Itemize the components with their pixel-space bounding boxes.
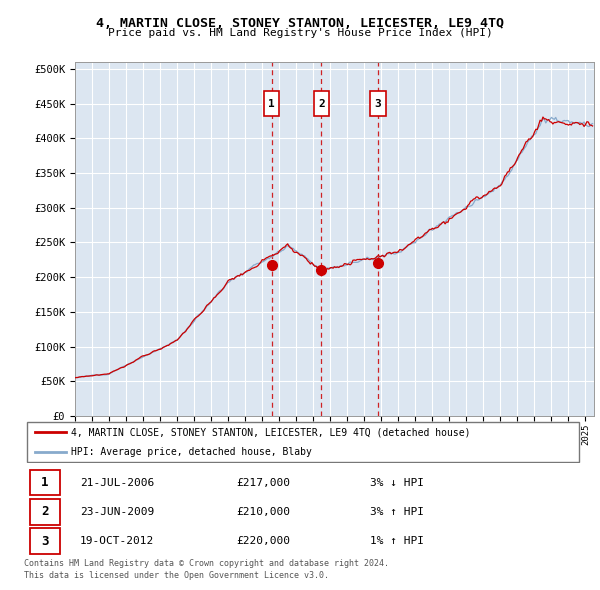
Text: 23-JUN-2009: 23-JUN-2009 [80, 507, 154, 517]
FancyBboxPatch shape [29, 528, 60, 554]
FancyBboxPatch shape [29, 499, 60, 525]
Text: 3% ↑ HPI: 3% ↑ HPI [370, 507, 424, 517]
Text: 3: 3 [374, 99, 381, 109]
Text: 3% ↓ HPI: 3% ↓ HPI [370, 477, 424, 487]
FancyBboxPatch shape [370, 91, 386, 116]
Text: HPI: Average price, detached house, Blaby: HPI: Average price, detached house, Blab… [71, 447, 313, 457]
Text: 4, MARTIN CLOSE, STONEY STANTON, LEICESTER, LE9 4TQ: 4, MARTIN CLOSE, STONEY STANTON, LEICEST… [96, 17, 504, 30]
Text: £217,000: £217,000 [236, 477, 290, 487]
Text: 19-OCT-2012: 19-OCT-2012 [80, 536, 154, 546]
FancyBboxPatch shape [314, 91, 329, 116]
Text: Contains HM Land Registry data © Crown copyright and database right 2024.: Contains HM Land Registry data © Crown c… [24, 559, 389, 568]
FancyBboxPatch shape [264, 91, 279, 116]
Text: £220,000: £220,000 [236, 536, 290, 546]
FancyBboxPatch shape [29, 470, 60, 496]
Text: This data is licensed under the Open Government Licence v3.0.: This data is licensed under the Open Gov… [24, 571, 329, 580]
Text: £210,000: £210,000 [236, 507, 290, 517]
Text: 1% ↑ HPI: 1% ↑ HPI [370, 536, 424, 546]
Text: 2: 2 [41, 505, 49, 519]
FancyBboxPatch shape [27, 421, 579, 463]
Text: 2: 2 [318, 99, 325, 109]
Text: 3: 3 [41, 535, 49, 548]
Text: Price paid vs. HM Land Registry's House Price Index (HPI): Price paid vs. HM Land Registry's House … [107, 28, 493, 38]
Text: 21-JUL-2006: 21-JUL-2006 [80, 477, 154, 487]
Text: 4, MARTIN CLOSE, STONEY STANTON, LEICESTER, LE9 4TQ (detached house): 4, MARTIN CLOSE, STONEY STANTON, LEICEST… [71, 427, 471, 437]
Text: 1: 1 [268, 99, 275, 109]
Text: 1: 1 [41, 476, 49, 489]
